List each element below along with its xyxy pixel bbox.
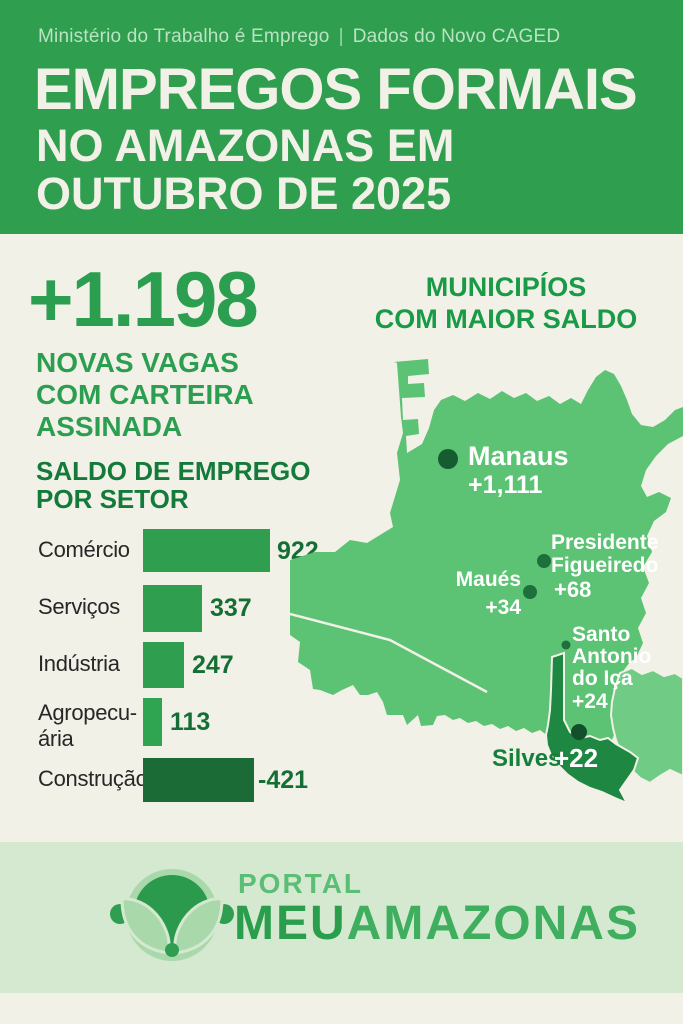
silves-value: +22 — [554, 743, 599, 773]
bar-label-industria: Indústria — [38, 651, 120, 676]
logo-right-leaf-icon — [173, 897, 224, 955]
presidente-line: Presidente — [551, 531, 659, 554]
map-heading: MUNICIPÍOS COM MAIOR SALDO — [340, 271, 672, 335]
presidente-figueiredo-dot — [537, 554, 551, 568]
caption-line: ASSINADA — [36, 411, 183, 442]
bar-industria — [143, 642, 184, 688]
bar-label-line: Agropecu- — [38, 700, 137, 725]
total-new-jobs-caption: NOVAS VAGAS COM CARTEIRA ASSINADA — [36, 347, 254, 443]
silves-dot — [571, 724, 587, 740]
divider: | — [338, 26, 344, 47]
bar-label-line: ária — [38, 726, 74, 751]
brand-meuamazonas-text: MEUAMAZONAS — [234, 896, 640, 951]
bar-value-agropecuaria: 113 — [170, 708, 211, 736]
manaus-value: +1,111 — [468, 471, 543, 499]
total-new-jobs-value: +1.198 — [28, 255, 259, 343]
map-heading-line: COM MAIOR SALDO — [374, 304, 638, 334]
ministry-text: Ministério do Trabalho é Emprego — [38, 26, 330, 47]
bar-servicos — [143, 585, 202, 632]
santo-antonio-label: Santo Antonio do Iça — [572, 624, 651, 690]
chart-title-line: POR SETOR — [36, 484, 189, 514]
page-subtitle-line1: NO AMAZONAS EM — [36, 120, 455, 171]
bar-value-servicos: 337 — [210, 594, 252, 622]
brand-amazonas-text: AMAZONAS — [346, 897, 640, 950]
source-line: Ministério do Trabalho é Emprego | Dados d… — [38, 26, 560, 48]
brand-portal-text: PORTAL — [238, 868, 364, 899]
santo-antonio-value: +24 — [572, 690, 608, 713]
amazonas-state-map — [290, 359, 683, 806]
bar-agropecuaria — [143, 698, 162, 746]
chart-title-line: SALDO DE EMPREGO — [36, 456, 311, 486]
bar-construcao — [143, 758, 254, 802]
santo-antonio-dot — [561, 640, 571, 650]
presidente-line: Figueiredo — [551, 554, 659, 577]
maues-label: Maués — [455, 568, 521, 591]
bar-label-agropecuaria: Agropecu- ária — [38, 700, 137, 752]
santo-line: Antonio — [572, 645, 652, 668]
caption-line: NOVAS VAGAS — [36, 347, 239, 378]
portal-meuamazonas-logo-icon — [110, 869, 234, 961]
maues-dot — [523, 585, 537, 599]
map-region-main — [290, 359, 683, 745]
santo-line: Santo — [572, 623, 631, 646]
presidente-figueiredo-value: +68 — [554, 577, 592, 602]
logo-left-leaf-icon — [120, 897, 171, 955]
header-banner: Ministério do Trabalho é Emprego | Dados d… — [0, 0, 683, 234]
presidente-figueiredo-label: Presidente Figueiredo — [551, 531, 658, 577]
bar-value-construcao: -421 — [258, 766, 309, 794]
caged-text: Dados do Novo CAGED — [352, 26, 561, 47]
brand-meu-text: MEU — [234, 897, 347, 950]
page-title: EMPREGOS FORMAIS — [34, 57, 638, 122]
map-heading-line: MUNICIPÍOS — [425, 272, 587, 302]
chart-title: SALDO DE EMPREGO POR SETOR — [36, 457, 310, 513]
manaus-dot — [438, 449, 458, 469]
silves-label: Silves — [492, 745, 562, 772]
manaus-label: Manaus — [468, 441, 569, 471]
santo-line: do Iça — [572, 667, 633, 690]
river-line — [290, 612, 488, 694]
bar-label-comercio: Comércio — [38, 537, 130, 562]
bar-label-servicos: Serviços — [38, 594, 120, 619]
maues-value: +34 — [485, 596, 521, 619]
bar-comercio — [143, 529, 270, 572]
page-subtitle-line2: OUTUBRO DE 2025 — [36, 168, 452, 219]
bar-value-industria: 247 — [192, 651, 234, 679]
bar-label-construcao: Construção — [38, 766, 148, 791]
logo-center-dot-icon — [165, 943, 179, 957]
caption-line: COM CARTEIRA — [36, 379, 254, 410]
